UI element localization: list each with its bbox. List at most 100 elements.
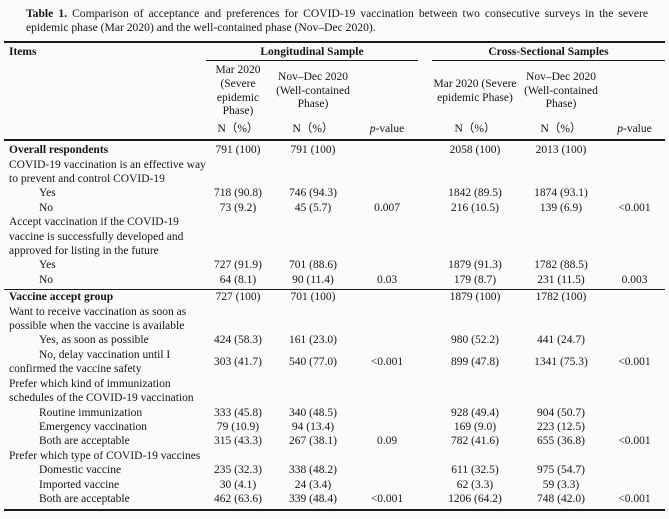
data-cell: 231 (11.5) [518, 272, 604, 291]
data-cell [432, 449, 518, 463]
table-row: Overall respondents 791 (100) 791 (100) 205… [4, 140, 665, 157]
data-cell [206, 305, 270, 334]
table-row: Both are acceptable 462 (63.6) 339 (48.4) <… [4, 491, 665, 512]
data-cell: 727 (91.9) [214, 259, 262, 272]
n-percent-header: N（%） [518, 120, 604, 142]
row-label: No [4, 272, 206, 291]
data-cell [356, 377, 418, 406]
column-spacer [418, 449, 432, 463]
data-cell [432, 158, 518, 187]
data-cell [206, 158, 270, 187]
column-spacer [418, 348, 432, 377]
table-row: Prefer which kind of immunization schedu… [4, 377, 665, 406]
table-caption-label: Table 1. [26, 7, 68, 20]
data-cell: 441 (24.7) [537, 334, 585, 347]
table-row: Yes 727 (91.9) 701 (88.6) 1879 (91.3) 1782 (… [4, 258, 665, 272]
data-cell: 701 (88.6) [289, 259, 337, 272]
col-header-mar-longitudinal: Mar 2020 (Severe epidemic Phase) [215, 64, 261, 118]
data-cell [604, 215, 665, 258]
data-cell: 655 (36.8) [537, 435, 585, 448]
data-cell: 1842 (89.5) [448, 187, 502, 200]
data-cell: 0.003 [604, 272, 665, 291]
data-cell: <0.001 [604, 491, 665, 512]
data-cell: 94 (13.4) [291, 420, 335, 433]
data-cell [356, 158, 418, 187]
data-cell: 267 (38.1) [289, 435, 337, 448]
data-cell: 1874 (93.1) [534, 187, 588, 200]
data-cell [432, 215, 518, 258]
table-caption-text: Comparison of acceptance and preferences… [26, 7, 648, 34]
data-cell: 235 (32.3) [214, 464, 262, 477]
table-caption: Table 1. Comparison of acceptance and pr… [26, 7, 648, 35]
row-label: No [39, 201, 54, 214]
data-cell: 1879 (91.3) [448, 259, 502, 272]
data-cell: 975 (54.7) [537, 464, 585, 477]
data-cell [356, 406, 418, 420]
data-cell [604, 449, 665, 463]
data-cell: 1782 (88.5) [534, 259, 588, 272]
data-cell [270, 449, 356, 463]
column-spacer [418, 40, 432, 142]
results-table: Items Longitudinal Sample Cross-Sectiona… [4, 40, 665, 512]
table-row: Want to receive vaccination as soon as p… [4, 305, 665, 334]
data-cell [604, 186, 665, 200]
measure-header-row: N（%） N（%） p-value N（%） N（%） p-value [4, 120, 665, 142]
column-spacer [418, 434, 432, 448]
phase-header-row: Mar 2020 (Severe epidemic Phase) Nov–Dec… [4, 61, 665, 121]
data-cell [518, 215, 604, 258]
data-cell [270, 377, 356, 406]
data-cell [356, 333, 418, 347]
col-header-novdec-cross: Nov–Dec 2020 (Well-contained Phase) [524, 71, 598, 111]
data-cell: 1341 (75.3) [534, 356, 588, 369]
data-cell: 2058 (100) [449, 144, 501, 157]
table-row: Routine immunization 333 (45.8) 340 (48.5)… [4, 406, 665, 420]
data-cell: 782 (41.6) [451, 435, 499, 448]
table-row: Yes 718 (90.8) 746 (94.3) 1842 (89.5) 1874 (… [4, 186, 665, 200]
data-cell: 216 (10.5) [451, 201, 499, 214]
column-spacer [418, 215, 432, 258]
data-cell [518, 377, 604, 406]
data-cell: 611 (32.5) [451, 464, 499, 477]
column-spacer [418, 272, 432, 291]
column-spacer [418, 333, 432, 347]
row-label: Yes [39, 259, 56, 272]
data-cell: 980 (52.2) [451, 334, 499, 347]
data-cell [206, 449, 270, 463]
data-cell [270, 158, 356, 187]
data-cell [356, 186, 418, 200]
table-row: Vaccine accept group 727 (100) 701 (100) 18… [4, 290, 665, 305]
data-cell [518, 449, 604, 463]
data-cell [356, 258, 418, 272]
data-cell: 0.09 [376, 435, 398, 448]
data-cell: 59 (3.3) [542, 478, 580, 491]
data-cell: 791 (100) [290, 144, 336, 157]
data-cell [604, 406, 665, 420]
column-spacer [418, 478, 432, 492]
row-label: Imported vaccine [39, 478, 120, 491]
data-cell [356, 140, 418, 157]
data-cell [356, 290, 418, 305]
n-percent-header: N（%） [270, 120, 356, 142]
data-cell: 0.007 [374, 201, 400, 214]
n-percent-header: N（%） [206, 120, 270, 142]
col-header-pvalue-longitudinal-spacer [356, 61, 418, 121]
data-cell: 727 (100) [215, 291, 261, 304]
data-cell [604, 305, 665, 334]
data-cell [604, 290, 665, 305]
group-header-cross-sectional: Cross-Sectional Samples [432, 41, 665, 62]
row-label: Prefer which kind of immunization schedu… [9, 377, 194, 405]
data-cell: 746 (94.3) [289, 187, 337, 200]
data-cell: 338 (48.2) [289, 464, 337, 477]
table-row: No 73 (9.2) 45 (5.7) 0.007 216 (10.5) 139 (6.… [4, 201, 665, 215]
data-cell [518, 158, 604, 187]
data-cell [604, 333, 665, 347]
data-cell: 928 (49.4) [451, 406, 499, 419]
table-row: No, delay vaccination until I confirmed … [4, 348, 665, 377]
column-spacer [418, 406, 432, 420]
col-header-novdec-longitudinal: Nov–Dec 2020 (Well-contained Phase) [276, 71, 350, 111]
table-row: Prefer which type of COVID-19 vaccines [4, 449, 665, 463]
column-spacer [418, 258, 432, 272]
data-cell: 223 (12.5) [537, 420, 585, 433]
data-cell: <0.001 [618, 435, 651, 448]
table-row: Yes, as soon as possible 424 (58.3) 161 (2… [4, 333, 665, 347]
